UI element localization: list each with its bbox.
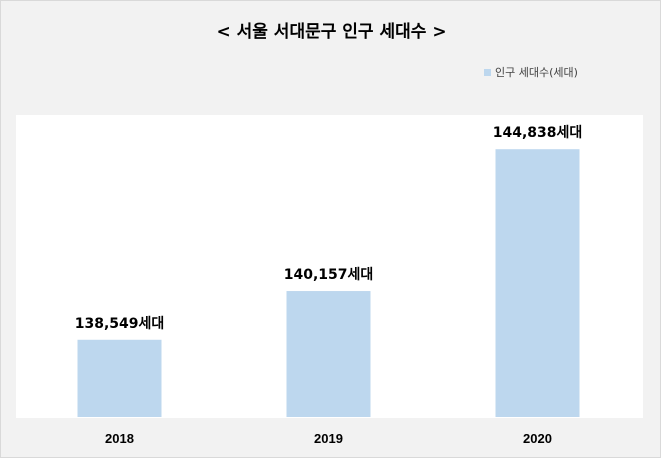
legend-label: 인구 세대수(세대) (495, 66, 578, 79)
chart-title: < 서울 서대문구 인구 세대수 > (216, 22, 447, 42)
data-label-2020: 144,838세대 (493, 125, 583, 141)
x-tick-label-2018: 2018 (105, 431, 134, 446)
data-label-2019: 140,157세대 (284, 267, 374, 283)
bar-2018 (77, 339, 162, 417)
bar-2020 (495, 149, 580, 417)
x-tick-label-2019: 2019 (314, 431, 343, 446)
x-tick-label-2020: 2020 (523, 431, 552, 446)
bar-2019 (286, 291, 371, 417)
legend-swatch (484, 68, 491, 76)
legend: 인구 세대수(세대) (484, 64, 578, 80)
data-label-2018: 138,549세대 (75, 316, 165, 332)
